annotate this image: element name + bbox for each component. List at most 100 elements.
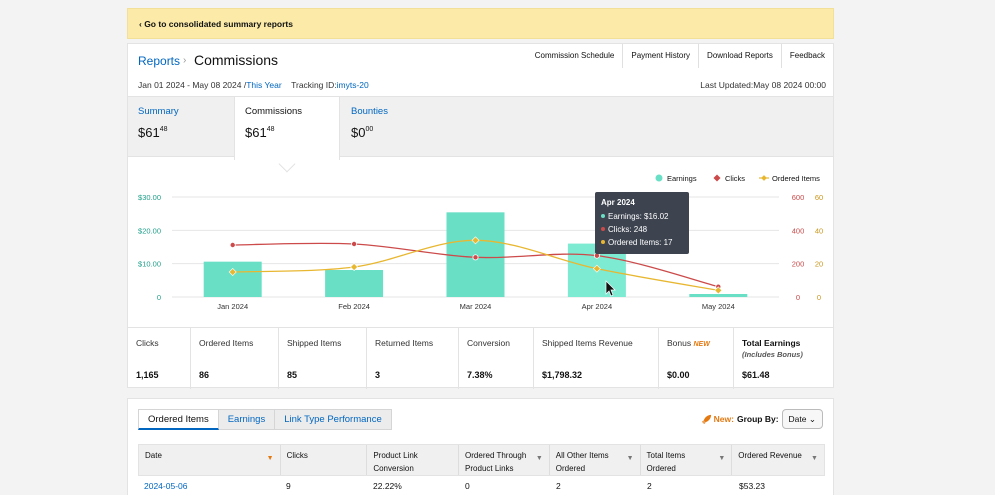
stat-bonus-value: $0.00 — [667, 370, 690, 380]
clicks-point — [229, 242, 236, 249]
row-ordered-through-links: 0 — [465, 481, 470, 491]
date-range-picker[interactable]: This Year — [246, 80, 282, 90]
download-reports-link[interactable]: Download Reports — [698, 44, 781, 68]
stat-shipped-items: Shipped Items 85 — [279, 328, 367, 389]
col-ordered-through-product-links[interactable]: Ordered Through Product Links ▼ — [459, 445, 550, 475]
stat-returned-items: Returned Items 3 — [367, 328, 459, 389]
right-axis-clicks-tick: 600 — [792, 193, 805, 202]
sort-icon: ▼ — [718, 455, 726, 462]
stat-conversion-value: 7.38% — [467, 370, 493, 380]
sort-icon: ▼ — [811, 455, 818, 462]
tracking-id-label: Tracking ID: — [291, 80, 337, 90]
tooltip-line: Earnings: $16.02 — [608, 212, 669, 221]
tooltip-line: Ordered Items: 17 — [608, 238, 673, 247]
clicks-point — [351, 241, 358, 248]
legend-label: Clicks — [725, 174, 745, 183]
feedback-link[interactable]: Feedback — [780, 44, 833, 68]
right-axis-ordered-tick: 20 — [815, 260, 823, 269]
tooltip-marker — [601, 214, 605, 218]
earnings-chart[interactable]: $30.00$20.00$10.00060040020006040200Jan … — [128, 157, 833, 327]
legend-label: Ordered Items — [772, 174, 820, 183]
sort-icon: ▼ — [535, 455, 543, 462]
table-header: Date ▼ Clicks Product Link Conversion Orde… — [138, 444, 825, 476]
stat-bonus-label: Bonus NEW — [667, 338, 710, 348]
ordered-items-point — [471, 236, 480, 245]
col-ordered-revenue[interactable]: Ordered Revenue ▼ — [732, 445, 824, 475]
x-axis-tick: May 2024 — [702, 302, 735, 311]
tab-commissions-amount: $6148 — [245, 125, 275, 140]
date-range-text: Jan 01 2024 - May 08 2024 / — [138, 80, 247, 90]
tooltip-marker — [601, 227, 605, 231]
tab-bounties-amount: $000 — [351, 125, 374, 140]
stat-returned-items-label: Returned Items — [375, 338, 434, 348]
x-axis-tick: Mar 2024 — [460, 302, 492, 311]
col-clicks[interactable]: Clicks — [281, 445, 368, 475]
row-date-link[interactable]: 2024-05-06 — [144, 481, 188, 491]
stat-ordered-items-value: 86 — [199, 370, 210, 380]
earnings-bar — [325, 270, 384, 297]
ordered-items-point — [350, 263, 359, 271]
right-axis-ordered-tick: 60 — [815, 193, 823, 202]
stat-total-earnings-label: Total Earnings — [742, 338, 801, 348]
tracking-id-link[interactable]: imyts-20 — [336, 80, 369, 90]
stat-clicks-label: Clicks — [136, 338, 159, 348]
tab-summary-amount: $6148 — [138, 125, 168, 140]
report-top-nav: Commission Schedule Payment History Down… — [527, 44, 833, 68]
breadcrumb-reports[interactable]: Reports — [138, 54, 181, 68]
payment-history-link[interactable]: Payment History — [622, 44, 698, 68]
stat-returned-items-value: 3 — [375, 370, 381, 380]
tab-commissions-label: Commissions — [245, 106, 303, 117]
page-title: Commissions — [194, 52, 279, 68]
col-total-items-ordered[interactable]: Total Items Ordered ▼ — [641, 445, 733, 475]
report-card: Ordered Items Earnings Link Type Perform… — [127, 398, 834, 495]
stat-bonus: Bonus NEW $0.00 — [659, 328, 734, 389]
tab-link-type-performance[interactable]: Link Type Performance — [275, 409, 392, 430]
tab-bounties-label: Bounties — [351, 106, 388, 117]
right-axis-clicks-tick: 400 — [792, 226, 805, 235]
stat-ordered-items: Ordered Items 86 — [191, 328, 279, 389]
commission-schedule-link[interactable]: Commission Schedule — [534, 51, 615, 60]
commissions-card: Reports › Commissions Commission Schedul… — [127, 43, 834, 389]
date-range: Jan 01 2024 - May 08 2024 /This Year Tra… — [138, 80, 369, 90]
group-by-select[interactable]: Date ⌄ — [781, 409, 823, 429]
x-axis-tick: Apr 2024 — [582, 302, 612, 311]
tab-ordered-items[interactable]: Ordered Items — [138, 409, 219, 430]
new-badge: NEW — [693, 341, 710, 348]
ordered-items-point — [714, 286, 723, 295]
consolidated-reports-banner: ‹ Go to consolidated summary reports — [127, 8, 834, 39]
tab-earnings[interactable]: Earnings — [218, 409, 276, 430]
legend-ordered-marker — [761, 175, 767, 181]
row-revenue: $53.23 — [739, 481, 765, 491]
left-axis-tick: 0 — [157, 293, 161, 302]
col-all-other-items-ordered[interactable]: All Other Items Ordered ▼ — [550, 445, 641, 475]
row-clicks: 9 — [286, 481, 291, 491]
sort-icon: ▼ — [626, 455, 634, 462]
tab-summary[interactable]: Summary $6148 — [128, 97, 234, 158]
right-axis-clicks-tick: 0 — [796, 293, 800, 302]
left-axis-tick: $30.00 — [138, 193, 161, 202]
row-conversion: 22.22% — [373, 481, 402, 491]
mouse-cursor-icon — [605, 280, 616, 297]
stat-clicks-value: 1,165 — [136, 370, 159, 380]
ordered-items-point — [592, 264, 601, 273]
stat-total-earnings: Total Earnings (Includes Bonus) $61.48 — [734, 328, 833, 389]
x-axis-tick: Jan 2024 — [217, 302, 248, 311]
tab-summary-label: Summary — [138, 106, 179, 117]
tab-bounties[interactable]: Bounties $000 — [341, 97, 447, 158]
tab-commissions[interactable]: Commissions $6148 — [234, 97, 340, 173]
consolidated-reports-link[interactable]: ‹ Go to consolidated summary reports — [139, 19, 293, 29]
earnings-bar — [203, 261, 262, 297]
col-product-link-conversion[interactable]: Product Link Conversion — [367, 445, 460, 475]
summary-tabs: Summary $6148 Commissions $6148 Bounties… — [128, 96, 833, 173]
right-axis-ordered-tick: 40 — [815, 226, 823, 235]
stat-total-earnings-value: $61.48 — [742, 370, 770, 380]
rocket-icon — [701, 414, 711, 424]
tooltip-marker — [601, 240, 605, 244]
chart-tooltip — [595, 192, 689, 254]
legend-earnings-marker — [655, 174, 663, 182]
clicks-point — [472, 254, 479, 261]
col-date[interactable]: Date ▼ — [139, 445, 281, 475]
row-other-items: 2 — [556, 481, 561, 491]
left-axis-tick: $20.00 — [138, 226, 161, 235]
legend-label: Earnings — [667, 174, 697, 183]
